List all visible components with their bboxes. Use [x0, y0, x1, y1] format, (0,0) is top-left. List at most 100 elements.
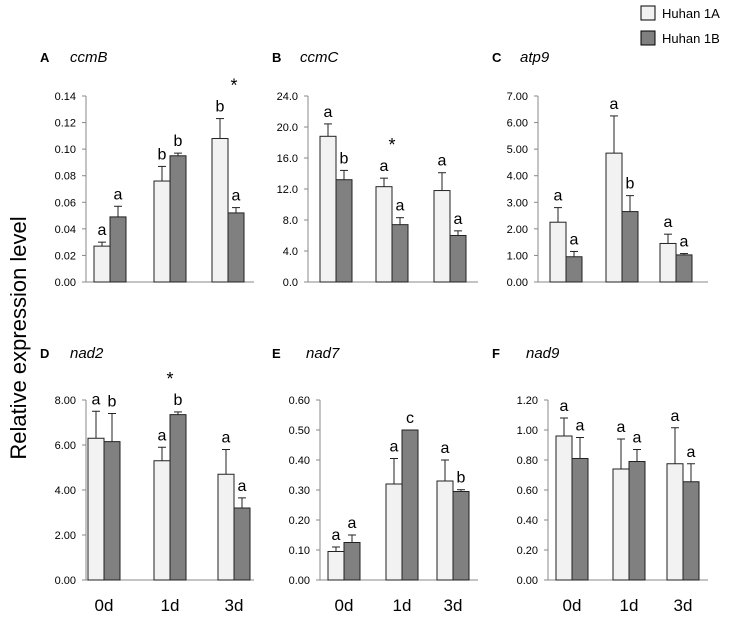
panel-title-a: ccmB: [70, 49, 108, 66]
significance-letter-a: b: [216, 99, 225, 116]
legend-swatch-huhan-1b: [640, 30, 656, 46]
y-tick-label-e: 0.10: [289, 545, 310, 557]
y-tick-label-f: 1.20: [517, 395, 538, 407]
panel-title-f: nad9: [526, 345, 560, 362]
significance-letter-f: a: [671, 408, 680, 425]
bar-c-3d-huhan-1a: [659, 242, 677, 283]
legend-label-huhan-1a: Huhan 1A: [662, 6, 720, 21]
significance-asterisk-b: *: [388, 135, 395, 155]
significance-letter-d: a: [238, 478, 247, 495]
x-label-3d-panel-e: 3d: [444, 596, 463, 615]
y-tick-label-b: 0.0: [283, 277, 298, 289]
x-axis-labels: 0d 1d 3d 0d 1d 3d 0d 1d 3d: [95, 596, 693, 615]
significance-letter-e: a: [348, 515, 357, 532]
bar-a-0d-huhan-1a: [93, 245, 111, 283]
significance-asterisk-a: *: [230, 76, 237, 96]
significance-letter-c: b: [626, 176, 635, 193]
significance-letter-a: a: [114, 186, 123, 203]
legend: Huhan 1A Huhan 1B: [640, 5, 720, 46]
bar-c-0d-huhan-1b: [565, 256, 583, 283]
y-tick-label-b: 8.0: [283, 215, 298, 227]
x-label-0d-panel-e: 0d: [335, 596, 354, 615]
y-tick-label-b: 12.0: [277, 184, 298, 196]
significance-letter-d: a: [222, 430, 231, 447]
bar-e-0d-huhan-1a: [327, 551, 345, 581]
x-label-3d-panel-d: 3d: [225, 596, 244, 615]
bar-d-1d-huhan-1b: [169, 414, 187, 581]
significance-letter-a: a: [232, 188, 241, 205]
y-tick-label-e: 0.40: [289, 455, 310, 467]
significance-letter-f: a: [560, 398, 569, 415]
y-tick-label-c: 6.00: [507, 118, 528, 130]
panel-label-f: F: [492, 346, 500, 361]
bar-f-3d-huhan-1b: [682, 481, 700, 581]
bar-b-3d-huhan-1a: [433, 190, 451, 283]
panel-label-a: A: [40, 50, 50, 65]
bar-a-3d-huhan-1a: [211, 138, 229, 283]
y-tick-label-e: 0.00: [289, 575, 310, 587]
panel-title-e: nad7: [306, 345, 340, 362]
y-tick-label-c: 2.00: [507, 224, 528, 236]
bar-e-3d-huhan-1a: [436, 480, 454, 581]
x-label-1d-panel-e: 1d: [393, 596, 412, 615]
bar-a-3d-huhan-1b: [227, 212, 245, 283]
y-tick-label-a: 0.06: [55, 197, 76, 209]
significance-letter-b: a: [454, 211, 463, 228]
legend-label-huhan-1b: Huhan 1B: [662, 31, 720, 46]
bar-e-1d-huhan-1a: [385, 483, 403, 581]
y-axis-label: Relative expression level: [6, 216, 31, 459]
bar-b-0d-huhan-1a: [319, 135, 337, 283]
y-tick-label-a: 0.12: [55, 118, 76, 130]
significance-letter-d: b: [108, 394, 117, 411]
bar-a-1d-huhan-1a: [153, 180, 171, 283]
bar-b-3d-huhan-1b: [449, 235, 467, 283]
bar-e-0d-huhan-1b: [343, 542, 361, 581]
significance-letter-f: a: [633, 430, 642, 447]
y-tick-label-f: 0.60: [517, 485, 538, 497]
significance-letter-b: b: [340, 150, 349, 167]
bar-f-0d-huhan-1b: [571, 458, 589, 581]
y-tick-label-c: 4.00: [507, 171, 528, 183]
significance-letter-e: a: [332, 527, 341, 544]
y-tick-label-e: 0.20: [289, 515, 310, 527]
bar-e-3d-huhan-1b: [452, 491, 470, 581]
x-label-0d-panel-f: 0d: [563, 596, 582, 615]
y-tick-label-a: 0.00: [55, 277, 76, 289]
bar-c-1d-huhan-1a: [605, 152, 623, 283]
y-tick-label-b: 16.0: [277, 153, 298, 165]
y-tick-label-d: 0.00: [55, 575, 76, 587]
significance-letter-b: a: [438, 153, 447, 170]
significance-letter-a: a: [98, 222, 107, 239]
panel-title-c: atp9: [520, 49, 550, 66]
panel-label-b: B: [272, 50, 281, 65]
bar-d-1d-huhan-1a: [153, 460, 171, 581]
y-tick-label-d: 2.00: [55, 530, 76, 542]
significance-letter-d: a: [92, 391, 101, 408]
y-tick-label-f: 0.20: [517, 545, 538, 557]
y-tick-label-b: 20.0: [277, 122, 298, 134]
x-label-0d-panel-d: 0d: [95, 596, 114, 615]
bar-f-1d-huhan-1b: [628, 461, 646, 581]
y-tick-label-a: 0.04: [55, 224, 76, 236]
y-tick-label-c: 3.00: [507, 197, 528, 209]
bar-d-3d-huhan-1b: [233, 507, 251, 581]
significance-letter-a: b: [158, 146, 167, 163]
y-tick-label-c: 0.00: [507, 277, 528, 289]
panel-label-d: D: [40, 346, 49, 361]
significance-letter-b: a: [324, 104, 333, 121]
bar-f-0d-huhan-1a: [555, 435, 573, 581]
panel-title-d: nad2: [70, 345, 104, 362]
y-tick-label-d: 6.00: [55, 440, 76, 452]
legend-swatch-huhan-1a: [640, 5, 656, 21]
y-tick-label-f: 0.00: [517, 575, 538, 587]
significance-letter-a: b: [174, 133, 183, 150]
significance-letter-d: a: [158, 427, 167, 444]
y-tick-label-a: 0.08: [55, 171, 76, 183]
x-label-3d-panel-f: 3d: [674, 596, 693, 615]
y-tick-label-c: 1.00: [507, 250, 528, 262]
